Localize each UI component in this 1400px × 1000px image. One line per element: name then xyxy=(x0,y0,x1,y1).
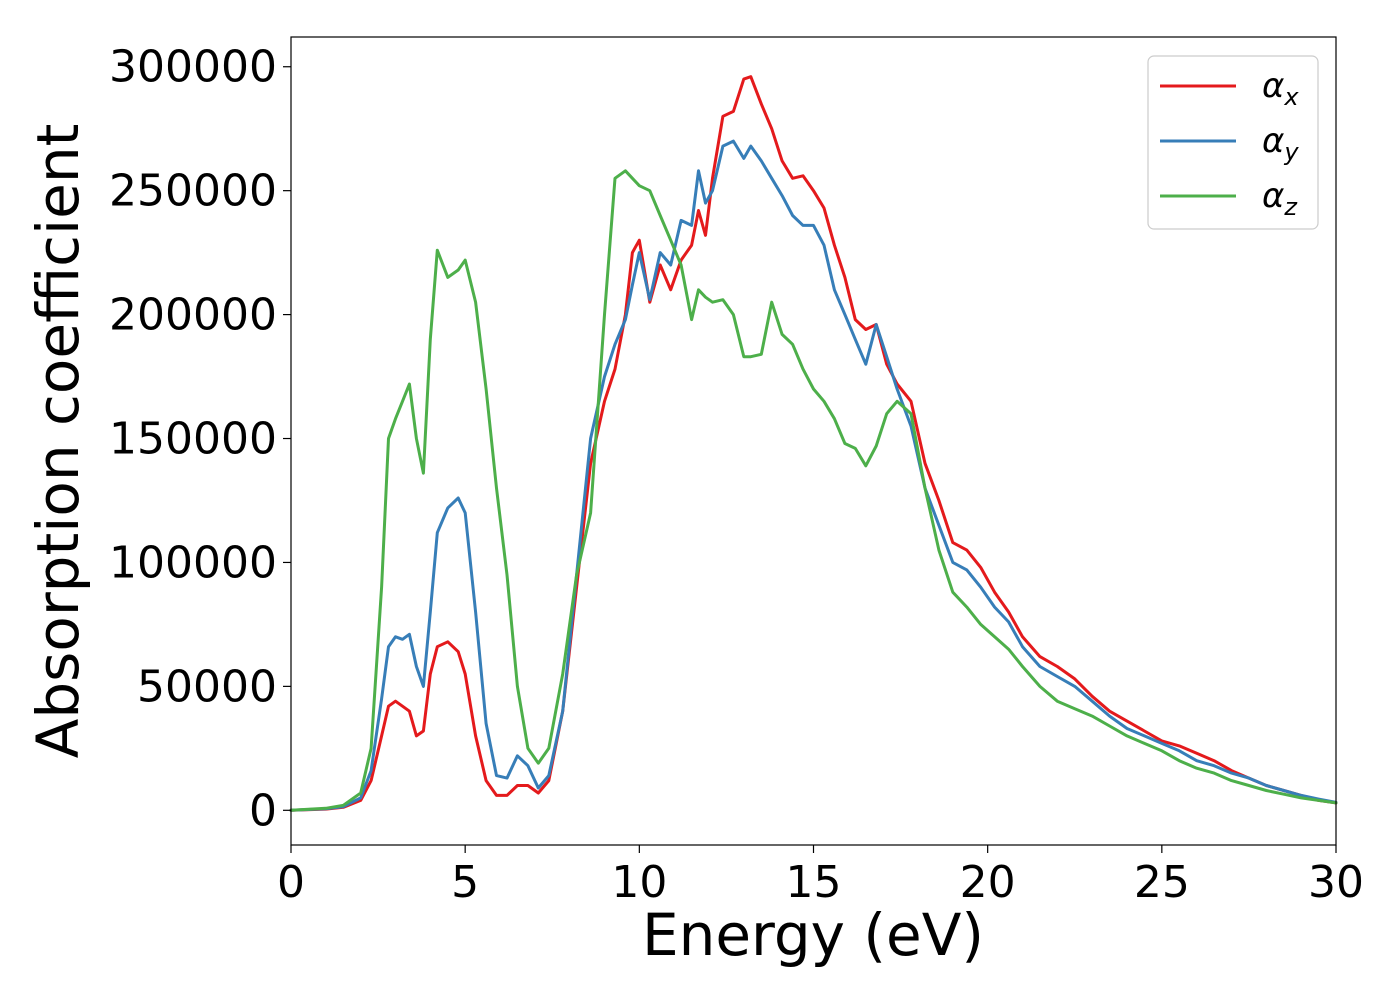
x-tick-label: 0 xyxy=(277,857,305,908)
y-tick-label: 250000 xyxy=(109,166,277,217)
y-tick-label: 200000 xyxy=(109,290,277,341)
x-axis-ticks: 0 5 10 15 20 25 30 xyxy=(277,845,1364,908)
x-tick-label: 20 xyxy=(960,857,1016,908)
x-axis-title: Energy (eV) xyxy=(642,901,984,969)
legend-label-alpha-x: αx xyxy=(1262,66,1299,111)
x-tick-label: 30 xyxy=(1308,857,1364,908)
series-line-alpha-y xyxy=(289,139,1338,812)
y-tick-label: 100000 xyxy=(109,537,277,588)
x-tick-label: 25 xyxy=(1134,857,1190,908)
y-axis-title: Absorption coefficient xyxy=(24,124,92,759)
series-line-alpha-x xyxy=(289,75,1338,812)
legend-label-alpha-z: αz xyxy=(1262,176,1298,221)
y-tick-label: 150000 xyxy=(109,414,277,465)
y-axis-ticks: 0 50000 100000 150000 200000 250000 300000 xyxy=(109,42,291,836)
y-tick-label: 300000 xyxy=(109,42,277,93)
x-tick-label: 10 xyxy=(611,857,667,908)
x-tick-label: 15 xyxy=(786,857,842,908)
legend-label-alpha-y: αy xyxy=(1262,121,1299,166)
series-lines xyxy=(289,75,1338,812)
legend: αx αy αz xyxy=(1147,55,1319,230)
y-tick-label: 50000 xyxy=(137,661,277,712)
x-tick-label: 5 xyxy=(451,857,479,908)
series-line-alpha-z xyxy=(289,169,1338,812)
y-tick-label: 0 xyxy=(249,785,277,836)
